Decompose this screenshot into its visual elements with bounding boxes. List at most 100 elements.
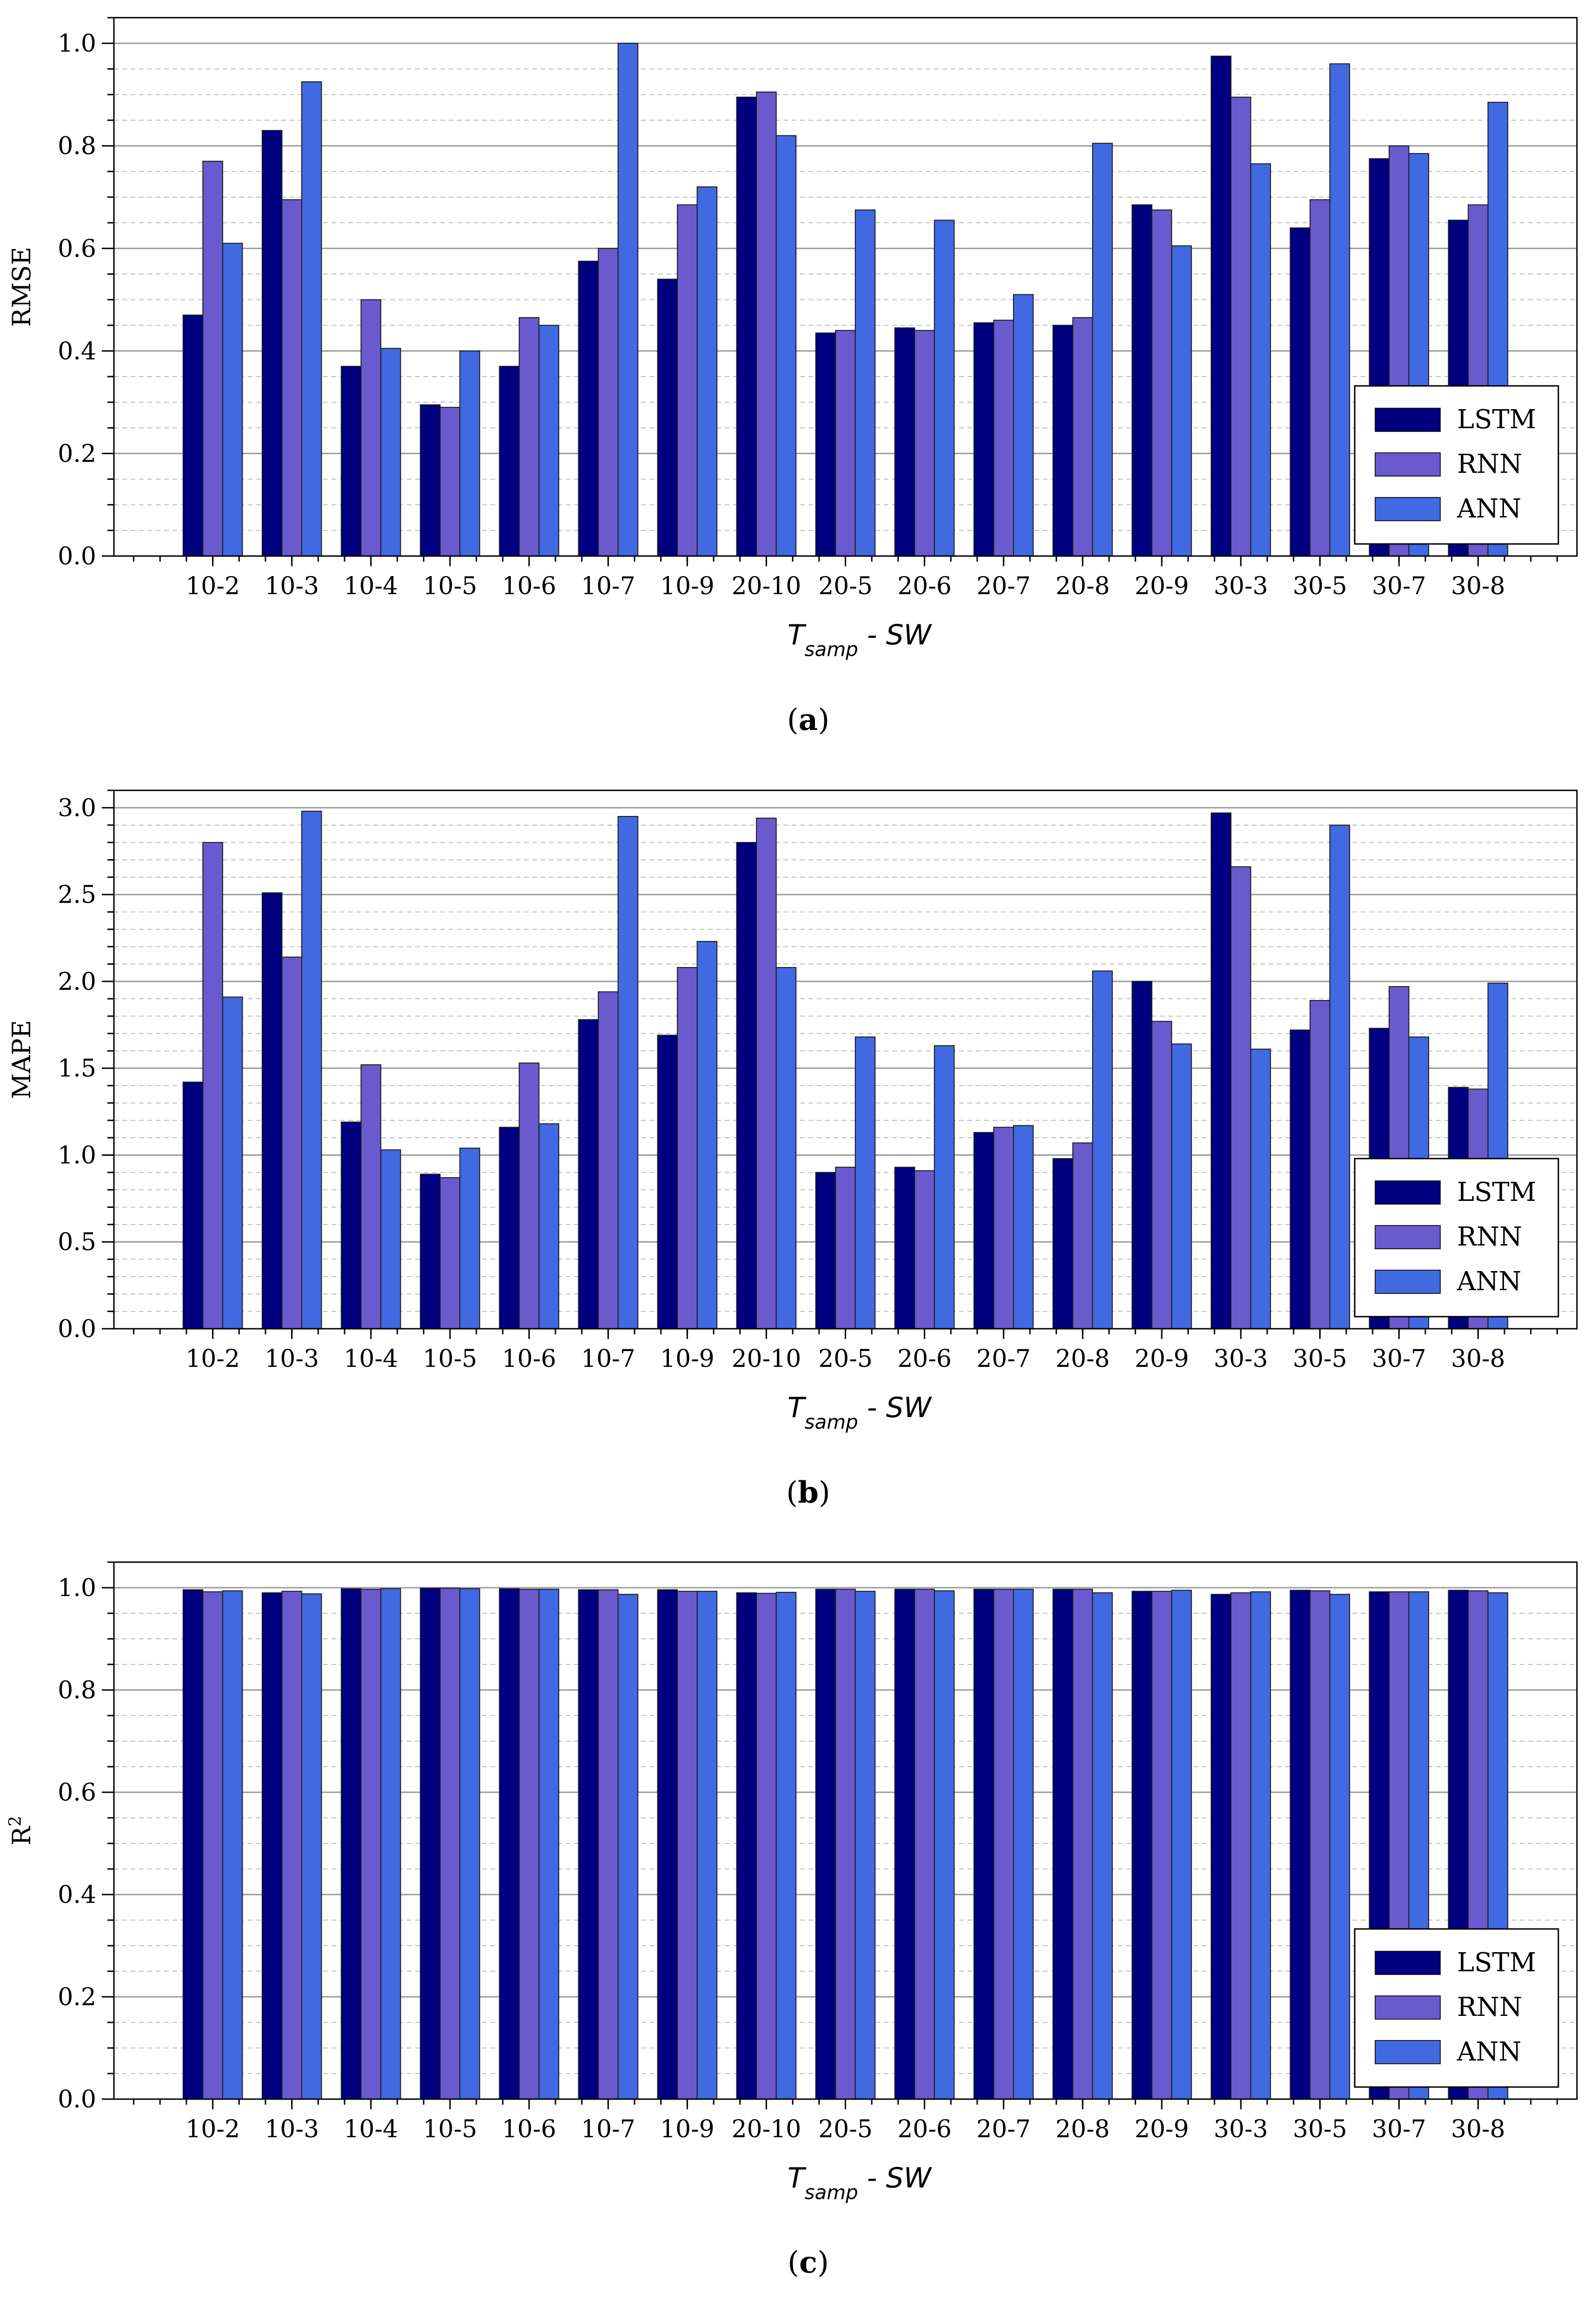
bar-lstm-10-3 (261, 892, 283, 1329)
bar-rnn-10-4 (360, 1064, 382, 1330)
x-axis-label: Tsamp - SW (788, 1392, 933, 1433)
bar-lstm-10-3 (261, 130, 283, 557)
bar-lstm-30-3 (1211, 812, 1232, 1329)
bar-rnn-20-6 (914, 1589, 935, 2100)
bar-lstm-10-2 (182, 1081, 204, 1329)
chart-a: 0.0 0.2 0.4 0.6 0.8 1.0 10-2 10-3 10-4 10-5 10-6 10… (7, 17, 1578, 737)
y-tick-label: 0.0 (58, 543, 96, 570)
bar-lstm-20-6 (894, 1589, 915, 2100)
bar-ann-10-3 (301, 810, 322, 1329)
bar-lstm-10-5 (420, 1173, 441, 1330)
bar-ann-10-6 (538, 1123, 559, 1329)
x-tick-label: 30-8 (1451, 1345, 1505, 1373)
bar-ann-30-3 (1250, 163, 1271, 557)
bar-rnn-10-6 (518, 1062, 540, 1329)
bar-lstm-20-10 (736, 1592, 757, 2100)
x-label-main: T (788, 2162, 807, 2194)
y-tick-label: 1.0 (58, 1574, 96, 1602)
bar-lstm-30-5 (1290, 1029, 1311, 1330)
x-tick-label: 20-8 (1055, 572, 1110, 600)
legend-swatch-lstm (1375, 408, 1441, 432)
x-tick-label: 10-9 (660, 2115, 715, 2143)
y-tick-label: 0.8 (58, 133, 96, 160)
panel-caption: (c) (788, 2245, 829, 2280)
bar-ann-10-9 (696, 1590, 718, 2100)
legend-swatch-rnn (1375, 452, 1441, 477)
bar-rnn-30-5 (1309, 1000, 1331, 1330)
legend-label-lstm: LSTM (1457, 404, 1536, 435)
caption-close: ) (819, 1476, 830, 1510)
bar-ann-10-4 (380, 1149, 401, 1329)
bar-ann-20-5 (854, 1036, 876, 1329)
plot-frame (113, 17, 1578, 557)
bar-lstm-10-4 (341, 365, 362, 557)
caption-open: ( (786, 1476, 798, 1510)
y-tick-label: 0.4 (58, 1881, 96, 1909)
x-label-main: T (788, 619, 807, 651)
bar-rnn-10-6 (518, 317, 540, 557)
bar-lstm-20-7 (973, 322, 994, 557)
x-tick-label: 30-3 (1214, 1345, 1268, 1373)
bar-ann-30-3 (1250, 1048, 1271, 1330)
bar-rnn-10-2 (202, 160, 223, 557)
caption-letter: b (798, 1475, 819, 1510)
panel-caption: (a) (787, 702, 829, 737)
x-label-main: T (788, 1392, 807, 1424)
bar-lstm-10-6 (499, 365, 520, 557)
caption-letter: c (799, 2245, 817, 2280)
bar-rnn-10-5 (439, 407, 461, 557)
bar-rnn-20-8 (1072, 317, 1093, 557)
x-label-rest: - SW (858, 2162, 933, 2194)
bar-rnn-30-3 (1230, 866, 1252, 1330)
bar-lstm-10-7 (578, 1019, 599, 1330)
x-label-rest: - SW (858, 1392, 933, 1424)
bar-rnn-30-5 (1309, 199, 1331, 557)
bar-rnn-10-3 (281, 1590, 303, 2100)
bar-lstm-10-7 (578, 1589, 599, 2100)
bar-lstm-10-2 (182, 1589, 204, 2100)
x-tick-label: 20-8 (1055, 2115, 1110, 2143)
y-tick-label: 0.0 (58, 2086, 96, 2114)
bar-rnn-20-5 (835, 330, 856, 557)
caption-open: ( (788, 2246, 799, 2280)
x-tick-label: 30-5 (1293, 2115, 1347, 2143)
bar-ann-20-6 (934, 219, 955, 557)
bar-lstm-10-6 (499, 1126, 520, 1329)
bar-lstm-20-5 (815, 1589, 836, 2100)
bar-rnn-20-8 (1072, 1589, 1093, 2100)
y-tick-label: 0.5 (58, 1228, 96, 1256)
y-axis-label: RMSE (7, 247, 36, 327)
bar-ann-20-5 (854, 1590, 876, 2100)
x-tick-label: 20-5 (818, 2115, 873, 2143)
bar-rnn-10-9 (677, 1590, 698, 2100)
bar-ann-10-2 (222, 243, 243, 557)
bar-rnn-10-4 (360, 1589, 382, 2100)
bar-rnn-30-3 (1230, 1592, 1252, 2100)
x-tick-label: 10-6 (502, 572, 556, 600)
bar-rnn-20-7 (993, 319, 1014, 557)
bar-lstm-10-9 (657, 278, 678, 557)
x-tick-label: 10-6 (502, 2115, 556, 2143)
bar-ann-10-7 (617, 816, 638, 1329)
bar-ann-10-7 (617, 43, 638, 557)
chart-c: 0.0 0.2 0.4 0.6 0.8 1.0 10-2 10-3 10-4 10-5 10-6 10… (6, 1561, 1578, 2280)
bar-rnn-10-7 (597, 1589, 619, 2100)
bar-lstm-10-6 (499, 1588, 520, 2100)
legend-label-ann: ANN (1457, 2037, 1521, 2067)
bar-rnn-30-5 (1309, 1590, 1331, 2100)
x-tick-label: 30-7 (1372, 572, 1426, 600)
bar-ann-20-9 (1171, 245, 1192, 557)
bar-rnn-10-9 (677, 204, 698, 557)
bar-ann-20-9 (1171, 1590, 1192, 2100)
bar-ann-20-7 (1013, 1125, 1034, 1330)
x-tick-label: 30-5 (1293, 572, 1347, 600)
bar-ann-10-5 (459, 1588, 480, 2100)
bar-rnn-10-5 (439, 1177, 461, 1330)
bar-rnn-10-9 (677, 967, 698, 1329)
caption-close: ) (817, 2246, 829, 2280)
bar-ann-20-8 (1092, 970, 1113, 1329)
x-tick-label: 10-2 (185, 572, 240, 600)
x-tick-label: 10-7 (581, 1345, 636, 1373)
bar-ann-10-5 (459, 1147, 480, 1330)
legend-swatch-ann (1375, 2040, 1441, 2064)
